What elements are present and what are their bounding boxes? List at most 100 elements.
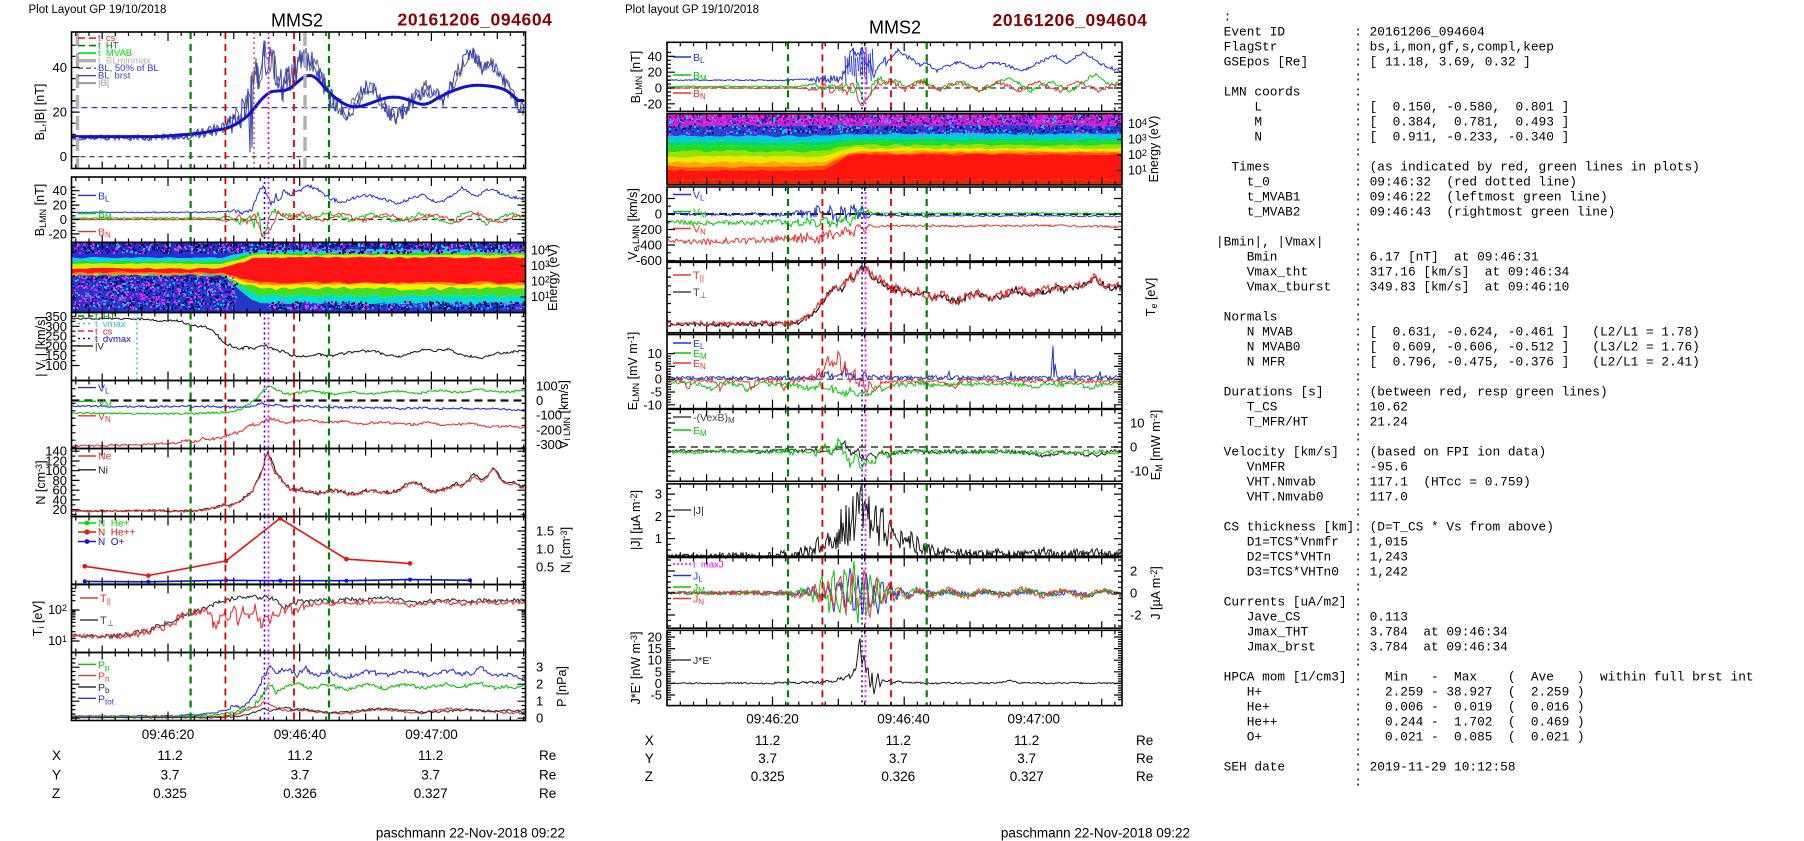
svg-text:VHT.Nmvab0 : 117.0: VHT.Nmvab0 : 117.0 [1216, 489, 1408, 504]
svg-text:0.326: 0.326 [283, 786, 317, 801]
svg-text::: : [1216, 144, 1362, 159]
svg-text:Te [eV]: Te [eV] [1144, 278, 1159, 316]
svg-text:N MFR : [ 0.796, -0.4: N MFR : [ 0.796, -0.475, -0.376 ] (L2/L1… [1216, 354, 1700, 369]
svg-text:VM: VM [98, 396, 112, 409]
svg-text:t maxJ: t maxJ [693, 560, 724, 571]
svg-text:0: 0 [655, 81, 662, 96]
svg-text:Y: Y [645, 751, 654, 766]
svg-text:Event ID : 20161206_09: Event ID : 20161206_094604 [1216, 24, 1485, 39]
svg-text:Jave_CS : 0.113: Jave_CS : 0.113 [1216, 609, 1408, 624]
svg-text:0.327: 0.327 [1010, 769, 1044, 784]
svg-text:t vmax: t vmax [95, 319, 126, 330]
svg-text:T_MFR/HT : 21.24: T_MFR/HT : 21.24 [1216, 414, 1408, 429]
svg-text:-200: -200 [536, 422, 562, 437]
svg-text:2: 2 [1130, 564, 1137, 579]
svg-text:Re: Re [539, 748, 556, 763]
svg-text:VM: VM [693, 207, 707, 220]
svg-text:t dvmax: t dvmax [95, 334, 131, 345]
svg-text:ELMN [mV m-1]: ELMN [mV m-1] [626, 332, 641, 410]
svg-text:0.325: 0.325 [751, 769, 785, 784]
svg-text:BLMN [nT]: BLMN [nT] [33, 184, 48, 236]
svg-text:Re: Re [1136, 751, 1153, 766]
svg-text:Plot Layout GP 19/10/2018: Plot Layout GP 19/10/2018 [29, 4, 167, 16]
svg-text:Normals :: Normals : [1216, 309, 1362, 324]
svg-text:BN: BN [98, 227, 111, 240]
svg-text::: : [1216, 219, 1362, 234]
svg-text:MMS2: MMS2 [869, 18, 921, 38]
svg-text:Pb: Pb [98, 682, 110, 695]
svg-text:N He+: N He+ [98, 519, 130, 530]
svg-text:t_MVAB2 : 09:46:43 (rig: t_MVAB2 : 09:46:43 (rightmost green line… [1216, 204, 1615, 219]
svg-text:10: 10 [648, 653, 662, 668]
svg-text::: : [1216, 744, 1362, 759]
svg-text:N He++: N He++ [98, 528, 135, 539]
svg-text:He++ : 0.244 - 1.7: He++ : 0.244 - 1.702 ( 0.469 ) [1216, 714, 1585, 729]
svg-text:3.7: 3.7 [421, 768, 440, 783]
svg-text:BM: BM [98, 209, 112, 222]
svg-text:-200: -200 [636, 222, 662, 237]
svg-text:-20: -20 [643, 96, 662, 111]
svg-text:D2=TCS*VHTn : 1,243: D2=TCS*VHTn : 1,243 [1216, 549, 1408, 564]
svg-text::: : [1216, 369, 1362, 384]
svg-text:O+ : 0.021 - 0.0: O+ : 0.021 - 0.085 ( 0.021 ) [1216, 729, 1585, 744]
svg-text:0.327: 0.327 [414, 786, 448, 801]
svg-text:JM: JM [693, 582, 705, 595]
svg-text::: : [1216, 294, 1362, 309]
svg-text:X: X [645, 733, 654, 748]
svg-text:3: 3 [536, 660, 543, 675]
svg-text:Ve LMN [km/s]: Ve LMN [km/s] [626, 188, 641, 260]
svg-text:L : [ 0.150, -0.58: L : [ 0.150, -0.580, 0.801 ] [1216, 99, 1569, 114]
svg-text:Vmax_tht : 317.16 [km/s]: Vmax_tht : 317.16 [km/s] at 09:46:34 [1216, 264, 1570, 279]
svg-text:11.2: 11.2 [287, 748, 312, 763]
svg-text:He+ : 0.006 - 0.0: He+ : 0.006 - 0.019 ( 0.016 ) [1216, 699, 1585, 714]
svg-text:N : [ 0.911, -0.23: N : [ 0.911, -0.233, -0.340 ] [1216, 129, 1569, 144]
svg-text:BL brst: BL brst [98, 71, 131, 82]
svg-text:Plot layout GP 19/10/2018: Plot layout GP 19/10/2018 [625, 4, 759, 16]
svg-text:0.325: 0.325 [153, 786, 187, 801]
svg-text:Y: Y [52, 768, 61, 783]
svg-text:N MVAB : [ 0.631, -0.6: N MVAB : [ 0.631, -0.624, -0.461 ] (L2/L… [1216, 324, 1700, 339]
svg-text:09:46:20: 09:46:20 [746, 712, 799, 727]
svg-text:11.2: 11.2 [157, 748, 182, 763]
svg-text:0.326: 0.326 [881, 769, 915, 784]
svg-text:EM [mW m-2]: EM [mW m-2] [1149, 410, 1164, 480]
svg-text:T_CS : 10.62: T_CS : 10.62 [1216, 399, 1408, 414]
svg-text:20161206_094604: 20161206_094604 [993, 10, 1148, 30]
svg-text:LMN coords :: LMN coords : [1216, 84, 1362, 99]
svg-text:VHT.Nmvab : 117.1 (HTcc =: VHT.Nmvab : 117.1 (HTcc = 0.759) [1216, 474, 1531, 489]
svg-text:BL, 50% of BL: BL, 50% of BL [98, 63, 159, 74]
svg-text:Ni: Ni [98, 464, 108, 476]
svg-text:t BLminmax: t BLminmax [98, 56, 151, 67]
svg-text:09:47:00: 09:47:00 [405, 727, 458, 742]
svg-text:J*E' [nW m-3]: J*E' [nW m-3] [629, 632, 643, 705]
svg-text:200: 200 [45, 338, 67, 353]
svg-text:BL: BL [693, 52, 705, 65]
svg-text:EN: EN [693, 358, 706, 371]
svg-text::: : [1216, 774, 1362, 789]
svg-text:3.7: 3.7 [1017, 751, 1036, 766]
svg-text:80: 80 [53, 473, 67, 488]
svg-text:t cs: t cs [98, 33, 116, 44]
svg-text:20: 20 [53, 105, 67, 120]
svg-text:40: 40 [53, 183, 67, 198]
svg-text:P [nPa]: P [nPa] [555, 666, 569, 707]
svg-text:EM: EM [693, 348, 707, 361]
svg-text:0: 0 [655, 676, 662, 691]
svg-text:Ptot: Ptot [98, 693, 115, 706]
svg-text:120: 120 [45, 453, 67, 468]
svg-text:0: 0 [60, 212, 67, 227]
svg-text:FlagStr : bs,i,mon,gf: FlagStr : bs,i,mon,gf,s,compl,keep [1216, 39, 1554, 54]
svg-text:Pn: Pn [98, 671, 109, 684]
svg-text:200: 200 [640, 191, 662, 206]
svg-text:Ti [eV]: Ti [eV] [31, 601, 46, 636]
svg-text:-100: -100 [536, 408, 562, 423]
svg-text:3.7: 3.7 [758, 751, 777, 766]
svg-text:3.7: 3.7 [291, 768, 310, 783]
svg-text:| Vi | [km/s]: | Vi | [km/s] [34, 316, 49, 377]
svg-text:20: 20 [53, 198, 67, 213]
svg-text:-400: -400 [636, 238, 662, 253]
svg-text:09:46:40: 09:46:40 [274, 727, 327, 742]
svg-text:Jmax_THT : 3.784 at 09:4: Jmax_THT : 3.784 at 09:46:34 [1216, 624, 1508, 639]
svg-text:100: 100 [45, 463, 67, 478]
svg-text::: : [1216, 9, 1231, 24]
